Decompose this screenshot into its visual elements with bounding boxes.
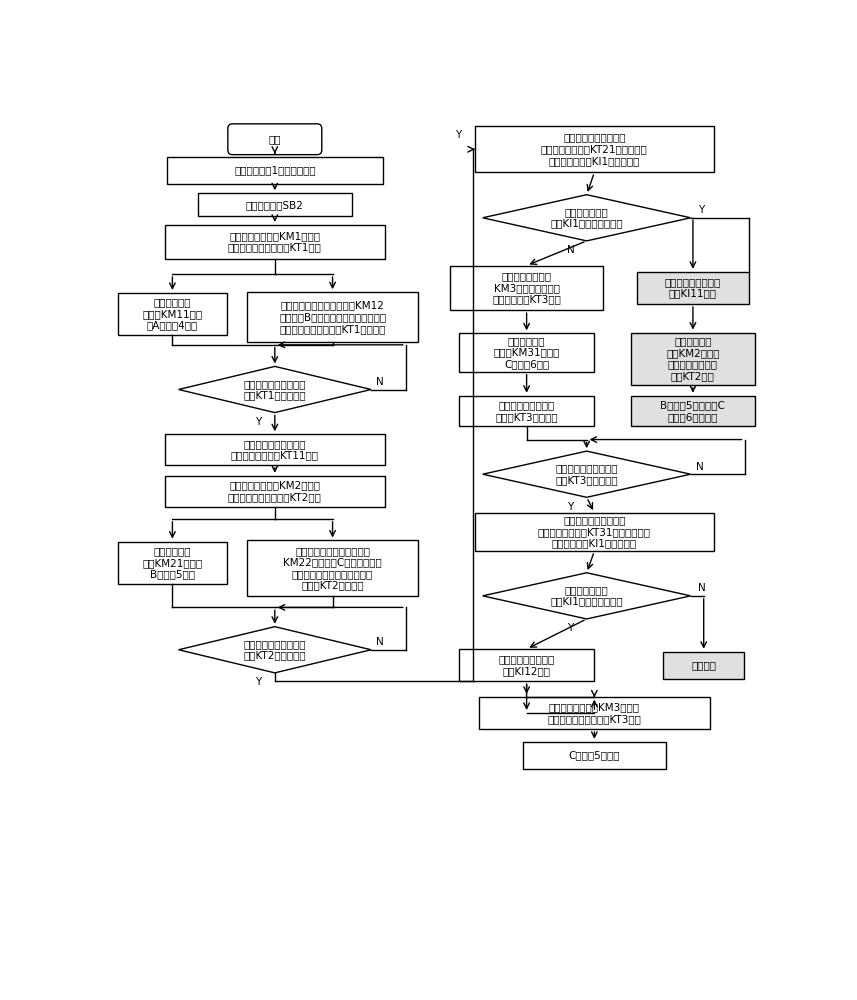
Polygon shape bbox=[482, 451, 691, 497]
Text: 第三接触器的线圈
KM3和第三通电延时
继电器的线圈KT3得电: 第三接触器的线圈 KM3和第三通电延时 继电器的线圈KT3得电 bbox=[492, 271, 561, 304]
Text: Y: Y bbox=[566, 623, 572, 633]
FancyBboxPatch shape bbox=[165, 225, 385, 259]
Text: Y: Y bbox=[698, 205, 704, 215]
Text: Y: Y bbox=[566, 502, 572, 512]
Text: 第三通电延时继电器的
延时断开常闭触头KT31断开，过电流
继电器的线圈KI1开始起作用: 第三通电延时继电器的 延时断开常闭触头KT31断开，过电流 继电器的线圈KI1开… bbox=[538, 515, 650, 549]
Text: 过电流继电器的
线圈KI1检测到过电流？: 过电流继电器的 线圈KI1检测到过电流？ bbox=[550, 207, 623, 229]
Text: 按下启动按钮SB2: 按下启动按钮SB2 bbox=[246, 200, 303, 210]
Text: N: N bbox=[376, 637, 384, 647]
FancyBboxPatch shape bbox=[228, 124, 321, 155]
Text: Y: Y bbox=[255, 677, 261, 687]
Text: 过电流继电器的第一
触头KI11断开: 过电流继电器的第一 触头KI11断开 bbox=[665, 277, 721, 299]
FancyBboxPatch shape bbox=[459, 333, 594, 372]
FancyBboxPatch shape bbox=[451, 266, 602, 310]
FancyBboxPatch shape bbox=[637, 272, 749, 304]
FancyBboxPatch shape bbox=[475, 126, 714, 172]
FancyBboxPatch shape bbox=[475, 513, 714, 551]
Text: 第二接触器的第一辅助触头
KM22闭合，为C类负载启动提
供条件，第二通电延时继电器
的线圈KT2开始计时: 第二接触器的第一辅助触头 KM22闭合，为C类负载启动提 供条件，第二通电延时继… bbox=[283, 546, 382, 591]
FancyBboxPatch shape bbox=[632, 396, 754, 426]
Text: 第一接触器的
主触头KM11闭合
，A类负载4启动: 第一接触器的 主触头KM11闭合 ，A类负载4启动 bbox=[142, 297, 202, 331]
FancyBboxPatch shape bbox=[165, 476, 385, 507]
FancyBboxPatch shape bbox=[479, 697, 710, 729]
Text: Y: Y bbox=[455, 130, 461, 140]
Text: 第三通电延时继电器
的线圈KT3开始计时: 第三通电延时继电器 的线圈KT3开始计时 bbox=[495, 400, 558, 422]
Polygon shape bbox=[482, 573, 691, 619]
Polygon shape bbox=[482, 195, 691, 241]
Text: 第二通电延时继电器的
线圈KT2计时结束？: 第二通电延时继电器的 线圈KT2计时结束？ bbox=[243, 639, 306, 661]
Text: N: N bbox=[376, 377, 384, 387]
Text: 第一通电延时继电器的
延时闭合常开触头KT11闭合: 第一通电延时继电器的 延时闭合常开触头KT11闭合 bbox=[231, 439, 319, 460]
Text: Y: Y bbox=[255, 417, 261, 427]
FancyBboxPatch shape bbox=[198, 193, 352, 216]
FancyBboxPatch shape bbox=[165, 434, 385, 465]
Text: N: N bbox=[698, 583, 705, 593]
Text: 退出启动: 退出启动 bbox=[692, 660, 716, 670]
Text: 第二接触器主
触头KM21闭合，
B类负载5启动: 第二接触器主 触头KM21闭合， B类负载5启动 bbox=[142, 546, 202, 579]
Text: 第二接触器的线圈KM2和第二
通电延时继电器的线圈KT2得电: 第二接触器的线圈KM2和第二 通电延时继电器的线圈KT2得电 bbox=[228, 480, 321, 502]
FancyBboxPatch shape bbox=[663, 652, 744, 679]
Text: 第二接触器的
线圈KM2和第二
通电延时继电器的
线圈KT2失电: 第二接触器的 线圈KM2和第二 通电延时继电器的 线圈KT2失电 bbox=[666, 336, 720, 381]
Text: N: N bbox=[696, 462, 704, 472]
Text: 过电流继电器的第二
触头KI12断开: 过电流继电器的第二 触头KI12断开 bbox=[499, 654, 554, 676]
Polygon shape bbox=[178, 627, 371, 673]
FancyBboxPatch shape bbox=[523, 742, 666, 769]
FancyBboxPatch shape bbox=[459, 649, 594, 681]
FancyBboxPatch shape bbox=[117, 542, 227, 584]
Text: 第一接触器的第一辅助触头KM12
闭合，为B类负载启动提供条件，第一
通电延时继电器的线圈KT1开始计时: 第一接触器的第一辅助触头KM12 闭合，为B类负载启动提供条件，第一 通电延时继… bbox=[279, 301, 387, 334]
FancyBboxPatch shape bbox=[117, 293, 227, 335]
Text: 第三接触器的线圈KM3和第三
通电延时继电器的线圈KT3失电: 第三接触器的线圈KM3和第三 通电延时继电器的线圈KT3失电 bbox=[548, 702, 641, 724]
Text: 第二通电延时继电器的
延时断开常闭触头KT21断开，过电
流继电器的线圈KI1开始起作用: 第二通电延时继电器的 延时断开常闭触头KT21断开，过电 流继电器的线圈KI1开… bbox=[541, 133, 648, 166]
Text: N: N bbox=[567, 245, 575, 255]
Text: 船舶发电机组1发电能力受损: 船舶发电机组1发电能力受损 bbox=[234, 165, 315, 175]
Text: 过电流继电器的
线圈KI1检测到过电流？: 过电流继电器的 线圈KI1检测到过电流？ bbox=[550, 585, 623, 607]
Text: 第一通电延时继电器的
线圈KT1计时结束？: 第一通电延时继电器的 线圈KT1计时结束？ bbox=[243, 379, 306, 400]
FancyBboxPatch shape bbox=[247, 292, 418, 342]
FancyBboxPatch shape bbox=[167, 157, 382, 184]
Polygon shape bbox=[178, 366, 371, 413]
Text: B类负载5被切断，C
类负载6不会启动: B类负载5被切断，C 类负载6不会启动 bbox=[661, 400, 725, 422]
FancyBboxPatch shape bbox=[247, 540, 418, 596]
FancyBboxPatch shape bbox=[459, 396, 594, 426]
Text: 第三通电延时继电器的
线圈KT3计时结束？: 第三通电延时继电器的 线圈KT3计时结束？ bbox=[555, 463, 618, 485]
Text: 第一接触器的线圈KM1和第一
通电延时继电器的线圈KT1得电: 第一接触器的线圈KM1和第一 通电延时继电器的线圈KT1得电 bbox=[228, 231, 321, 252]
Text: 第三接触器的
主触头KM31闭合，
C类负载6启动: 第三接触器的 主触头KM31闭合， C类负载6启动 bbox=[494, 336, 560, 369]
Text: C类负载5被切断: C类负载5被切断 bbox=[568, 750, 620, 760]
Text: 开始: 开始 bbox=[268, 134, 281, 144]
FancyBboxPatch shape bbox=[632, 333, 754, 385]
